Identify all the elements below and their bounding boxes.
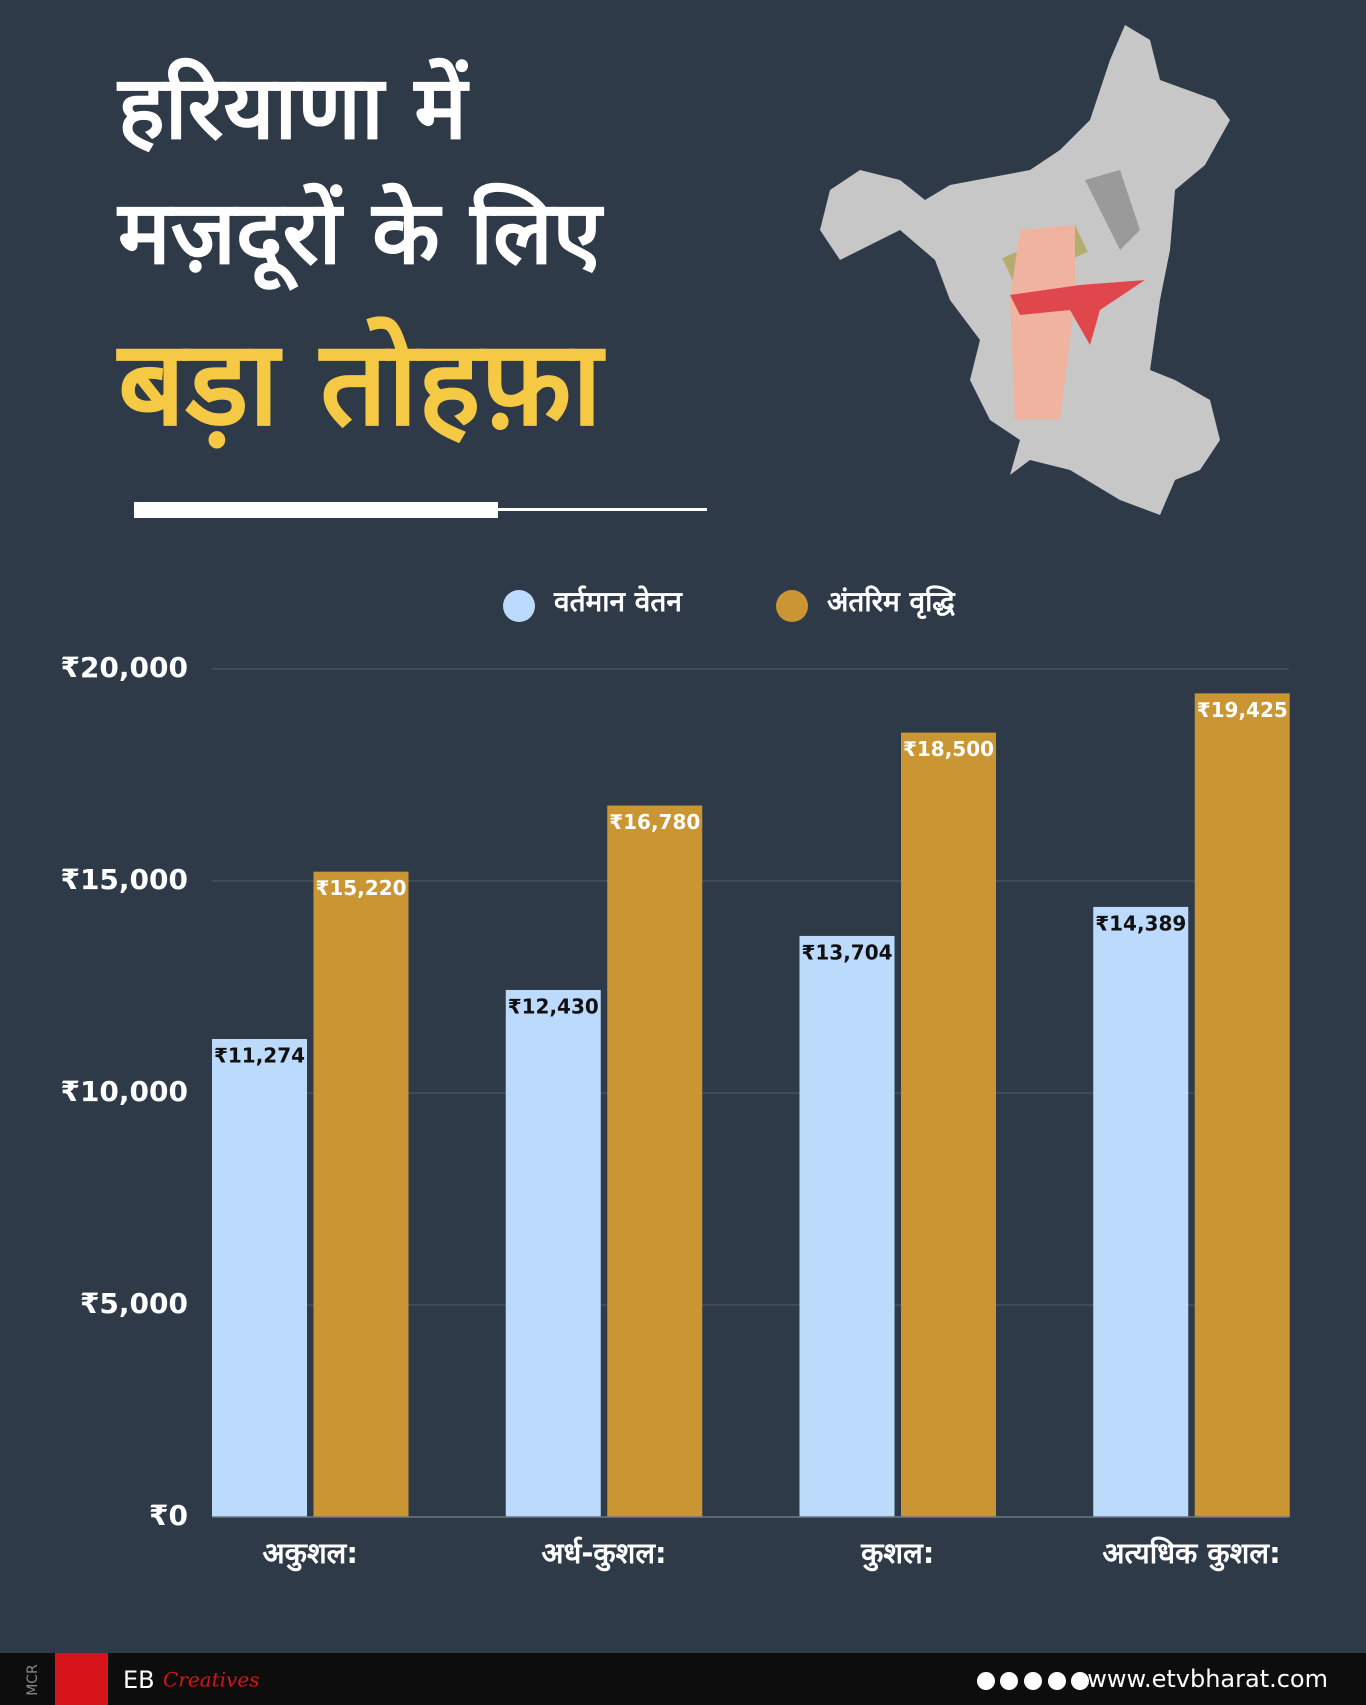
bar — [313, 871, 409, 1517]
scarf — [1010, 280, 1145, 345]
hammer-head — [1085, 170, 1140, 250]
footer-credit: MCR — [25, 1664, 41, 1696]
footer-brand: EB — [123, 1666, 155, 1694]
footer-brand-suffix: Creatives — [163, 1668, 259, 1692]
value-label: ₹16,780 — [609, 810, 700, 834]
bar — [799, 935, 895, 1517]
legend-label: अंतरिम वृद्धि — [827, 585, 956, 619]
fist — [1010, 225, 1075, 420]
value-label: ₹19,425 — [1197, 698, 1288, 722]
x-tick-label: अत्यधिक कुशल: — [1102, 1536, 1280, 1572]
bar — [505, 989, 601, 1517]
y-tick-label: ₹10,000 — [60, 1075, 188, 1108]
x-tick-label: अकुशल: — [263, 1536, 358, 1572]
title-line: हरियाणा में — [116, 56, 470, 159]
bar — [901, 732, 996, 1517]
value-label: ₹14,389 — [1095, 911, 1186, 935]
value-label: ₹15,220 — [315, 876, 406, 900]
footer-website: www.etvbharat.com — [1087, 1665, 1328, 1693]
y-tick-label: ₹5,000 — [80, 1287, 188, 1320]
legend-swatch — [503, 590, 535, 622]
value-label: ₹13,704 — [801, 940, 892, 964]
social-icons — [977, 1672, 1089, 1690]
y-tick-label: ₹0 — [149, 1499, 188, 1532]
bar — [607, 805, 703, 1517]
y-tick-label: ₹15,000 — [60, 863, 188, 896]
title-highlight: बड़ा तोहफ़ा — [116, 314, 607, 452]
legend-label: वर्तमान वेतन — [553, 585, 683, 618]
x-tick-label: कुशल: — [860, 1536, 934, 1572]
title-line: मज़दूरों के लिए — [116, 181, 605, 291]
underline-thick — [134, 502, 498, 518]
footer-bar — [0, 1653, 1366, 1705]
bar — [1194, 693, 1290, 1517]
bar — [1093, 906, 1189, 1517]
value-label: ₹11,274 — [214, 1043, 305, 1067]
bar — [212, 1038, 307, 1517]
x-tick-label: अर्ध-कुशल: — [541, 1536, 666, 1572]
value-label: ₹12,430 — [508, 994, 599, 1018]
y-tick-label: ₹20,000 — [60, 651, 188, 684]
legend-swatch — [776, 590, 808, 622]
logo — [55, 1653, 108, 1705]
value-label: ₹18,500 — [903, 737, 994, 761]
underline-thin — [498, 508, 707, 511]
